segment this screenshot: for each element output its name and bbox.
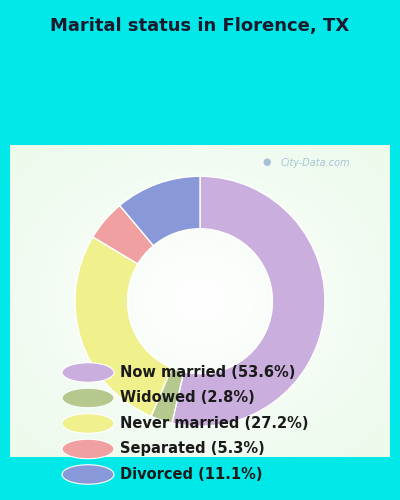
Text: Now married (53.6%): Now married (53.6%) <box>120 365 295 380</box>
Text: Marital status in Florence, TX: Marital status in Florence, TX <box>50 18 350 36</box>
Text: City-Data.com: City-Data.com <box>280 158 350 168</box>
Text: Widowed (2.8%): Widowed (2.8%) <box>120 390 255 406</box>
Wedge shape <box>93 206 154 264</box>
Wedge shape <box>172 176 325 426</box>
Wedge shape <box>75 237 172 416</box>
Circle shape <box>62 363 114 382</box>
Circle shape <box>62 439 114 459</box>
Text: ●: ● <box>262 158 271 168</box>
Wedge shape <box>151 368 184 423</box>
Circle shape <box>62 465 114 484</box>
Circle shape <box>62 388 114 408</box>
Text: Separated (5.3%): Separated (5.3%) <box>120 442 265 456</box>
Circle shape <box>62 414 114 433</box>
Text: Divorced (11.1%): Divorced (11.1%) <box>120 467 262 482</box>
Wedge shape <box>120 176 200 246</box>
Text: Never married (27.2%): Never married (27.2%) <box>120 416 308 431</box>
